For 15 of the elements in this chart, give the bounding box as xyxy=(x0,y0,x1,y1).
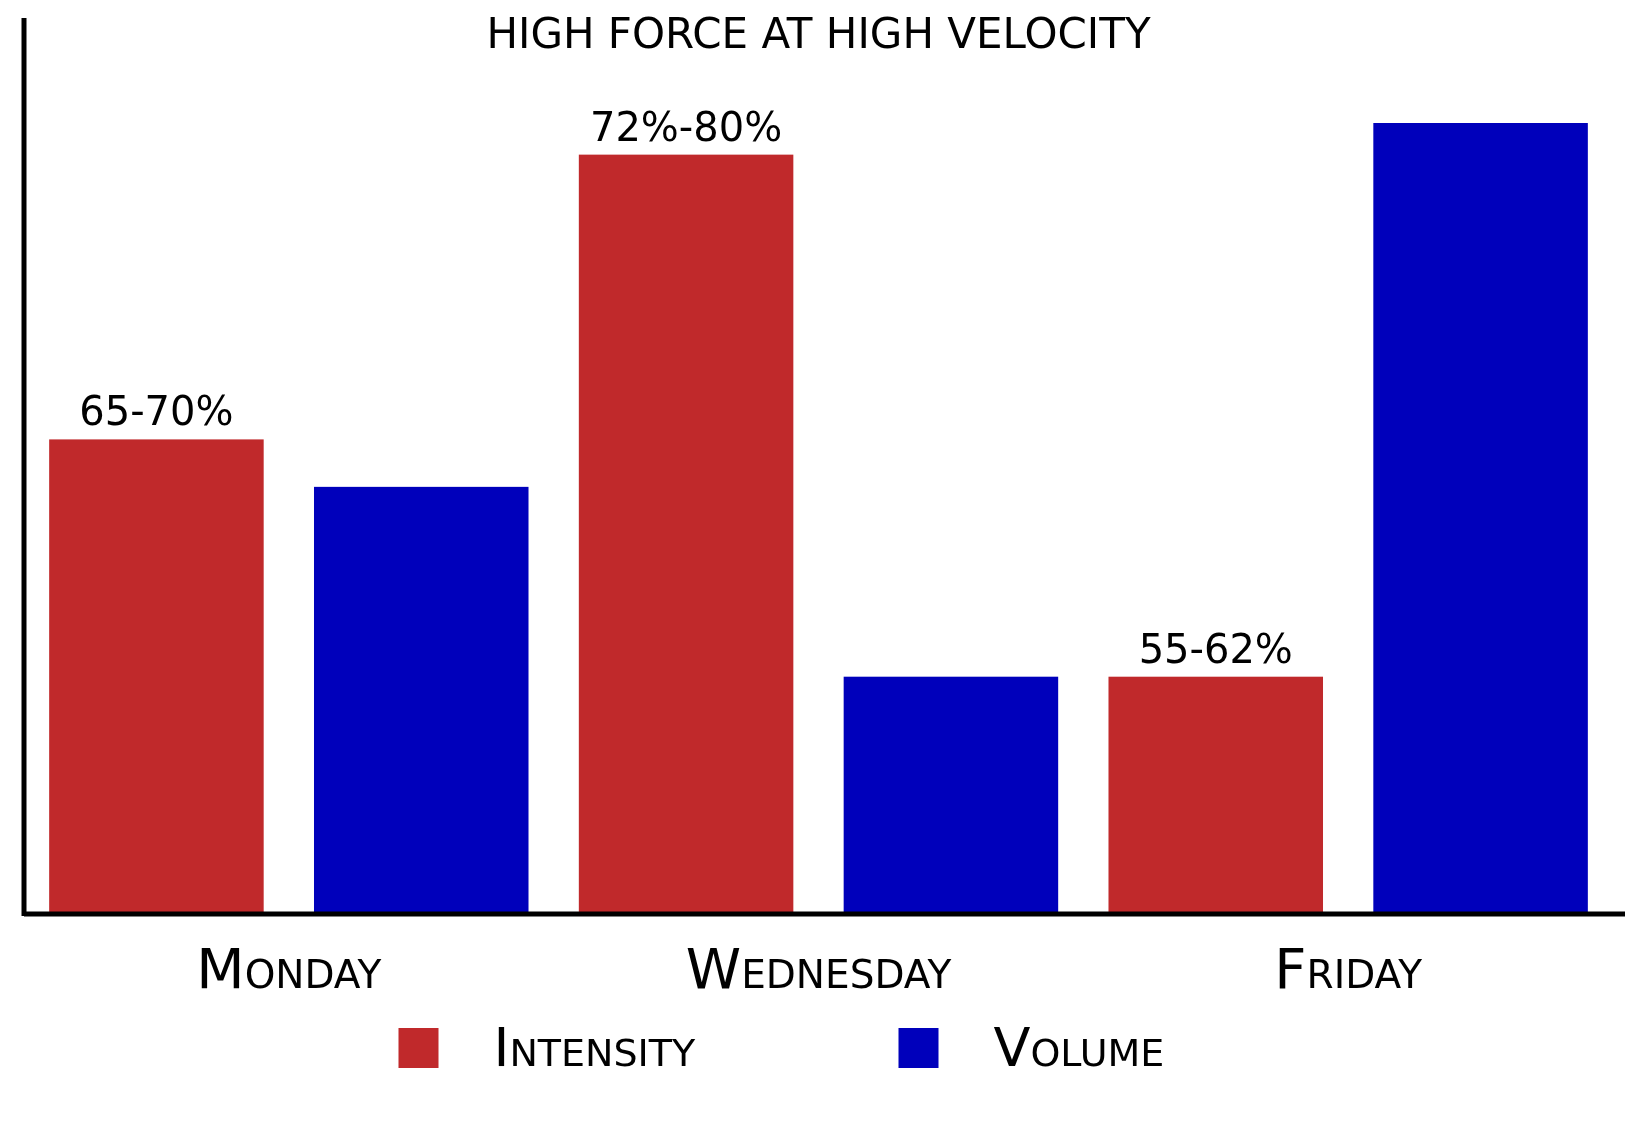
x-tick-label: Monday xyxy=(196,936,382,1001)
x-tick-label: Wednesday xyxy=(685,936,952,1001)
bar xyxy=(49,439,264,914)
bar xyxy=(578,154,794,914)
annotation: 65-70% xyxy=(79,388,234,435)
bar xyxy=(1108,676,1324,914)
bar xyxy=(313,486,529,914)
bar xyxy=(843,676,1059,914)
bar xyxy=(1373,123,1588,914)
annotation: 55-62% xyxy=(1138,625,1293,672)
x-tick-label: Friday xyxy=(1274,936,1423,1001)
legend-label: Volume xyxy=(993,1016,1165,1079)
annotation: 72%-80% xyxy=(589,103,783,150)
legend-label: Intensity xyxy=(493,1016,697,1079)
chart-title: HIGH FORCE AT HIGH VELOCITY xyxy=(486,9,1151,58)
